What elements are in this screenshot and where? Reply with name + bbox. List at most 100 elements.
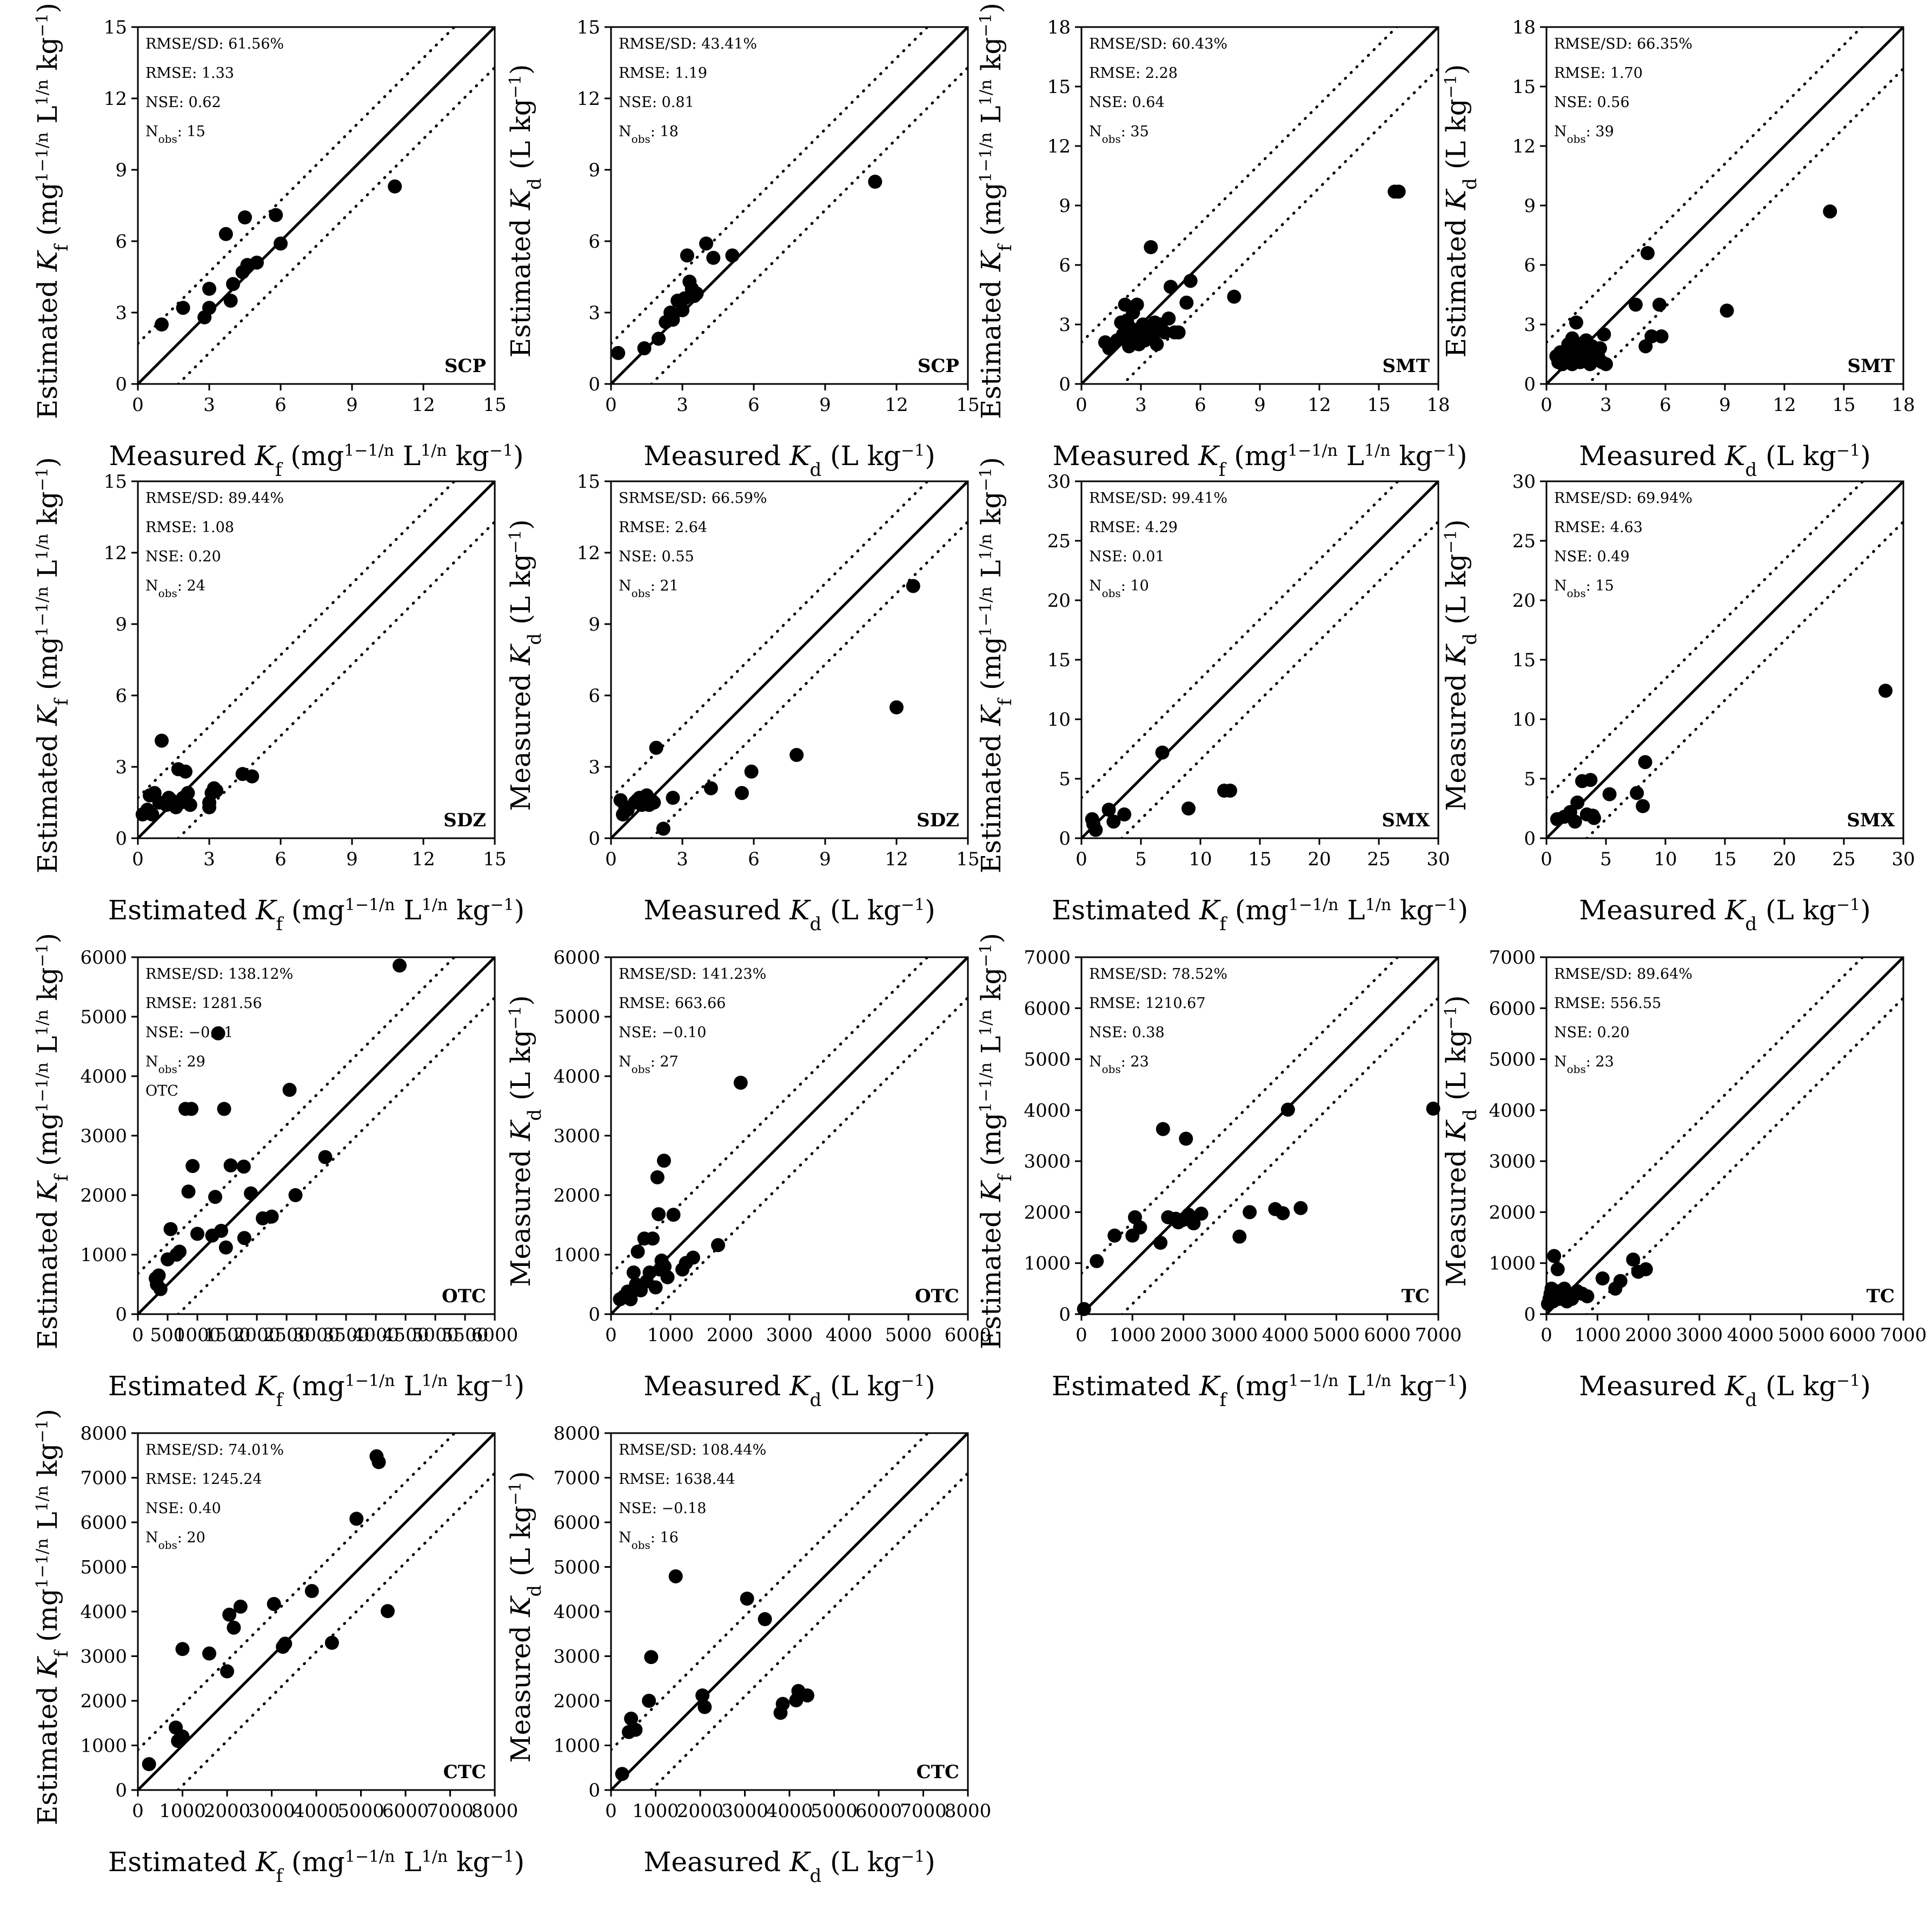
stat-line: RMSE/SD: 60.43%	[1089, 36, 1227, 52]
scatter-panel-f: 0 3 6 9 12 15 0 3 6 9 12 15 SRMSE/SD: 66.59% RMSE: 2.…	[505, 471, 980, 935]
y-tick-label: 3000	[1489, 1151, 1536, 1172]
data-point	[178, 764, 192, 779]
x-tick-label: 6000	[382, 1800, 429, 1822]
data-point	[1243, 1205, 1257, 1219]
data-point	[209, 784, 224, 798]
x-tick-label: 6	[748, 394, 760, 416]
x-tick-label: 2000	[204, 1800, 251, 1822]
y-axis-label: Estimated Kd (L kg−1)	[505, 64, 546, 358]
y-tick-label: 6000	[80, 947, 127, 969]
x-tick-label: 25	[1367, 849, 1390, 870]
data-point	[628, 1722, 643, 1737]
x-tick-label: 1000	[1574, 1324, 1621, 1346]
y-axis-label: Measured Kd (L kg−1)	[505, 995, 546, 1287]
data-point	[1090, 1254, 1104, 1268]
stat-line: NSE: 0.55	[619, 548, 694, 565]
lower-bound-line	[176, 520, 495, 838]
data-point	[163, 1222, 178, 1236]
nobs-line: Nobs: 23	[1089, 1053, 1149, 1076]
x-tick-label: 9	[1254, 394, 1266, 416]
data-point	[1158, 325, 1172, 340]
x-tick-label: 6000	[945, 1324, 992, 1346]
nobs-line: Nobs: 18	[619, 123, 679, 145]
x-axis-label: Measured Kd (L kg−1)	[1579, 1370, 1871, 1411]
y-tick-label: 12	[104, 542, 127, 564]
y-axis-label: Estimated Kf (mg1−1/n L1/n kg−1)	[32, 3, 72, 419]
data-point	[1638, 1262, 1653, 1277]
data-point	[349, 1512, 364, 1526]
y-tick-label: 0	[115, 828, 127, 850]
y-tick-label: 4000	[80, 1066, 127, 1088]
data-point	[1630, 786, 1644, 800]
data-point	[142, 1757, 156, 1772]
one-to-one-line	[1546, 27, 1903, 384]
x-tick-label: 4000	[293, 1800, 340, 1822]
y-tick-label: 0	[588, 374, 600, 395]
y-tick-label: 1000	[80, 1244, 127, 1266]
x-tick-label: 4000	[826, 1324, 873, 1346]
y-tick-label: 3	[588, 757, 600, 778]
data-point	[1276, 1206, 1290, 1221]
data-point	[220, 1664, 234, 1679]
y-tick-label: 1000	[80, 1735, 127, 1757]
data-point	[699, 236, 713, 251]
y-tick-label: 7000	[553, 1468, 600, 1489]
x-tick-label: 18	[1426, 394, 1450, 416]
x-tick-label: 15	[1248, 849, 1271, 870]
lower-bound-line	[1585, 520, 1903, 838]
data-point	[238, 210, 252, 224]
x-tick-label: 2000	[1160, 1324, 1207, 1346]
one-to-one-line	[138, 957, 495, 1314]
y-tick-label: 6	[1059, 255, 1071, 276]
compound-tag: SDZ	[443, 810, 486, 831]
compound-tag: TC	[1867, 1285, 1895, 1307]
data-point	[695, 1688, 710, 1703]
data-point	[1223, 784, 1237, 798]
data-point	[624, 1712, 639, 1726]
one-to-one-line	[1081, 481, 1438, 838]
data-point	[906, 579, 920, 593]
y-tick-label: 3	[115, 302, 127, 324]
data-point	[1599, 357, 1613, 372]
data-point	[1636, 799, 1650, 813]
x-tick-label: 6000	[1829, 1324, 1876, 1346]
data-point	[181, 786, 195, 800]
y-axis-label: Estimated Kf (mg1−1/n L1/n kg−1)	[975, 3, 1016, 419]
data-point	[208, 1190, 222, 1204]
x-tick-label: 1500	[204, 1324, 251, 1346]
scatter-panel-a: 0 3 6 9 12 15 0 3 6 9 12 15 RMSE/SD: 61.56% RMSE: 1.3…	[32, 3, 523, 481]
x-tick-label: 0	[132, 1324, 144, 1346]
one-to-one-line	[1081, 957, 1438, 1314]
data-point	[644, 1650, 659, 1665]
data-point	[318, 1150, 333, 1164]
data-point	[658, 1260, 672, 1274]
x-tick-label: 0	[605, 394, 617, 416]
data-point	[1164, 280, 1178, 294]
nobs-line: Nobs: 39	[1554, 123, 1614, 145]
data-point	[185, 1159, 200, 1174]
data-point	[622, 1289, 636, 1303]
data-point	[735, 786, 749, 800]
upper-bound-line	[1546, 957, 1865, 1275]
stat-line: NSE: −0.10	[619, 1024, 706, 1041]
data-point	[155, 317, 169, 332]
y-tick-label: 15	[1047, 76, 1071, 98]
one-to-one-line	[138, 27, 495, 384]
stat-line: RMSE: 1.19	[619, 65, 707, 82]
data-point	[656, 821, 670, 836]
x-tick-label: 15	[483, 394, 506, 416]
data-point	[202, 1646, 216, 1661]
x-tick-label: 15	[483, 849, 506, 870]
stat-line: RMSE: 1281.56	[145, 995, 262, 1012]
stat-line: RMSE: 1.33	[145, 65, 234, 82]
data-point	[393, 958, 407, 973]
y-tick-label: 0	[115, 1304, 127, 1325]
x-tick-label: 6	[1194, 394, 1206, 416]
y-tick-label: 3000	[553, 1646, 600, 1668]
stat-line: NSE: −0.91	[145, 1024, 233, 1041]
one-to-one-line	[611, 481, 968, 838]
y-axis-label: Estimated Kf (mg1−1/n L1/n kg−1)	[32, 457, 72, 873]
data-point	[1823, 204, 1837, 218]
plot-frame	[610, 26, 969, 385]
data-point	[1626, 1252, 1641, 1267]
